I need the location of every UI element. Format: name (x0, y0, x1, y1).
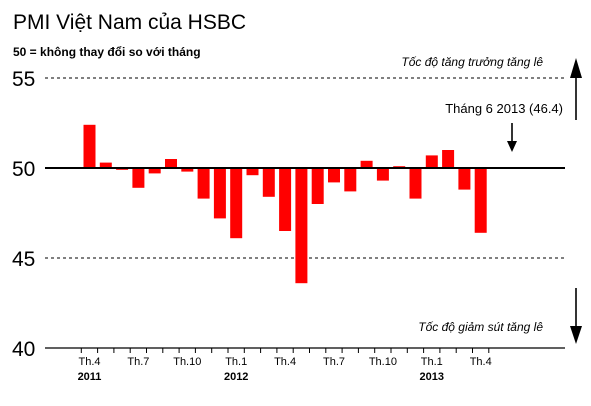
bar (246, 168, 259, 176)
x-tick-label: Th.10 (369, 356, 397, 368)
y-tick-label: 40 (12, 338, 35, 361)
callout-label: Tháng 6 2013 (46.4) (445, 101, 563, 116)
x-tick-label: Th.4 (274, 356, 296, 368)
up-arrow-icon (570, 58, 582, 120)
bar (83, 124, 96, 168)
y-tick-label: 45 (12, 248, 35, 271)
bar (311, 168, 324, 204)
bar (181, 168, 194, 172)
year-label: 2013 (420, 371, 444, 383)
chart-subtitle: 50 = không thay đổi so với tháng (13, 45, 201, 59)
bar (425, 155, 438, 168)
down-arrow-icon (570, 288, 582, 344)
bar (295, 168, 308, 284)
x-tick-label: Th.1 (421, 356, 443, 368)
bar (213, 168, 226, 219)
x-tick-label: Th.4 (470, 356, 492, 368)
bar (328, 168, 340, 183)
bar (132, 168, 145, 188)
bar (344, 168, 357, 192)
bar (376, 168, 389, 181)
bar (474, 168, 487, 233)
callout-arrow-icon (507, 123, 517, 152)
x-tick-label: Th.7 (323, 356, 345, 368)
y-tick-label: 50 (12, 158, 35, 181)
chart-title: PMI Việt Nam của HSBC (13, 11, 246, 34)
x-tick-label: Th.10 (173, 356, 201, 368)
y-tick-label: 55 (12, 68, 35, 91)
bar (148, 168, 161, 174)
bar (279, 168, 292, 231)
x-tick-label: Th.7 (127, 356, 149, 368)
top-zone-label: Tốc độ tăng trưởng tăng lê (401, 55, 543, 69)
bottom-zone-label: Tốc độ giảm sút tăng lê (418, 320, 543, 334)
bar (197, 168, 210, 199)
bar (262, 168, 275, 197)
year-label: 2012 (224, 371, 248, 383)
bar (458, 168, 471, 190)
bar (409, 168, 422, 199)
year-label: 2011 (78, 371, 102, 383)
x-tick-label: Th.4 (78, 356, 100, 368)
x-tick-label: Th.1 (225, 356, 247, 368)
bar (99, 162, 112, 168)
bar (230, 168, 243, 239)
bar (165, 159, 177, 168)
bar (360, 160, 373, 168)
bar (442, 150, 455, 168)
